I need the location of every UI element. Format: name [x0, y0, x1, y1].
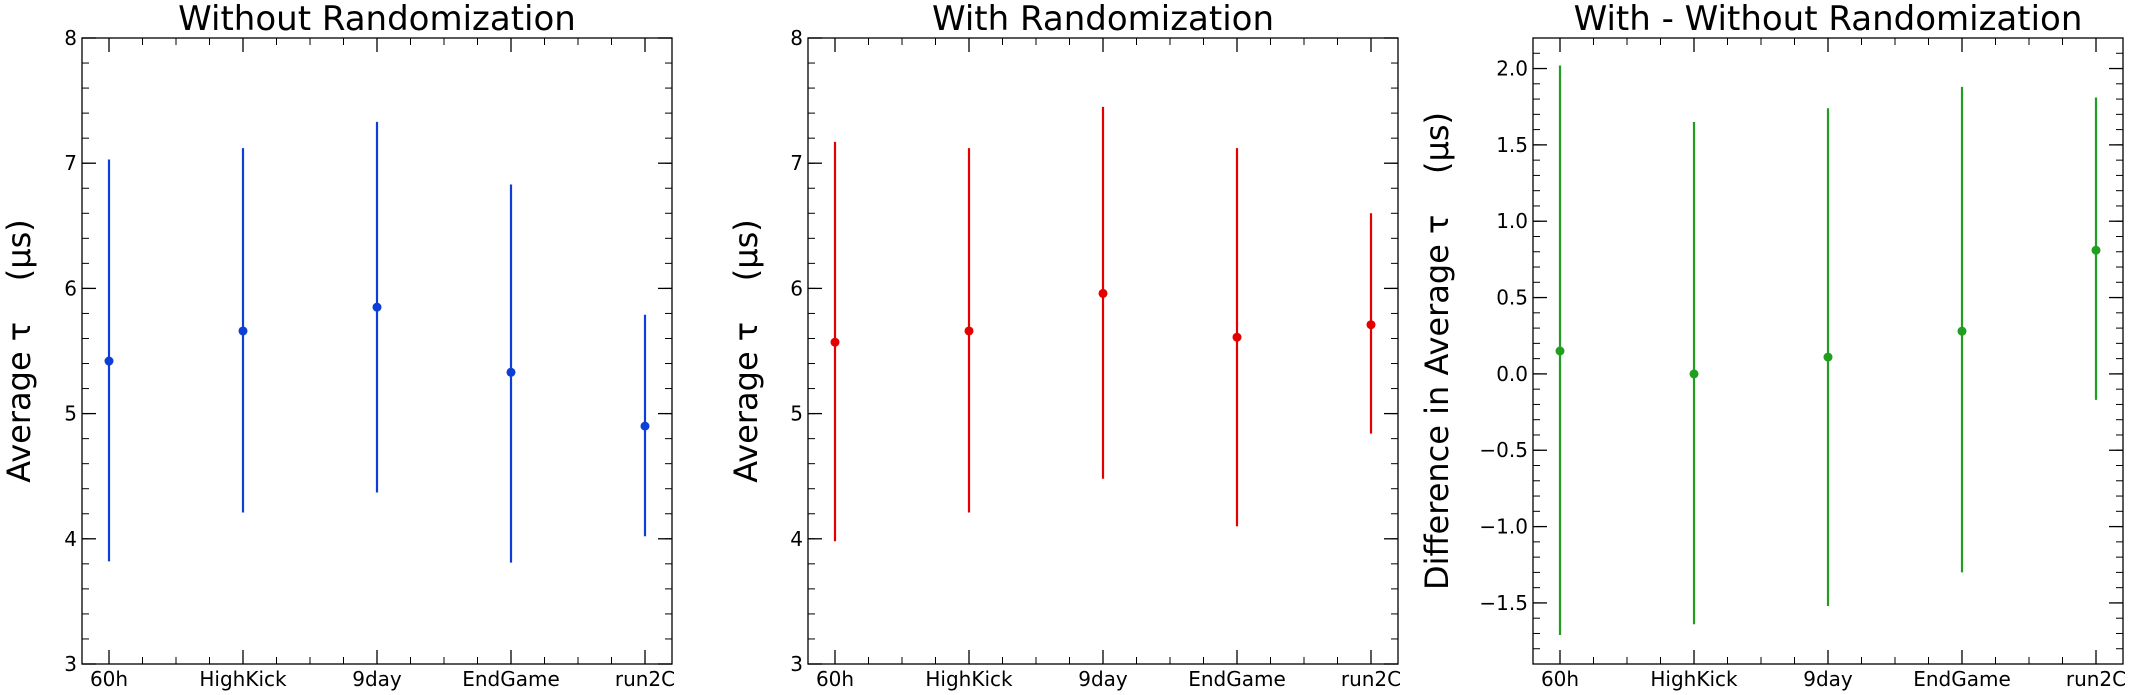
- y-tick-label: 5: [64, 402, 77, 426]
- panel-without-randomization: Without Randomization Average τ (μs) 3 4 5 6 7…: [0, 0, 675, 691]
- y-tick-label: 6: [64, 276, 77, 300]
- data-point: [1689, 369, 1699, 379]
- y-tick-label: 4: [790, 527, 803, 551]
- x-tick-label: 60h: [816, 667, 854, 691]
- data-point: [1555, 346, 1565, 356]
- x-tick-label: run2C: [2066, 667, 2126, 691]
- data-point: [1232, 332, 1242, 342]
- y-tick-label: 3: [790, 652, 803, 676]
- panel-difference: With - Without Randomization Difference i…: [1418, 0, 2126, 691]
- data-point: [830, 337, 840, 347]
- chart-title: With - Without Randomization: [1574, 0, 2083, 39]
- panel-with-randomization: With Randomization Average τ (μs) 3 4 5 6 7 8 60…: [727, 0, 1401, 691]
- x-tick-label: 9day: [352, 667, 402, 691]
- x-tick-label: 60h: [90, 667, 128, 691]
- y-tick-label: −1.5: [1479, 591, 1528, 615]
- x-tick-label: 9day: [1803, 667, 1853, 691]
- y-axis-label: Difference in Average τ (μs): [1418, 112, 1456, 590]
- chart-title: Without Randomization: [178, 0, 576, 39]
- x-tick-label: HighKick: [925, 667, 1013, 691]
- y-tick-label: 4: [64, 527, 77, 551]
- y-axis-label: Average τ (μs): [727, 219, 765, 483]
- y-tick-label: 8: [790, 26, 803, 50]
- y-tick-label: 5: [790, 402, 803, 426]
- data-point: [1957, 326, 1967, 336]
- data-point: [2091, 245, 2101, 255]
- y-axis-label: Average τ (μs): [0, 219, 38, 483]
- x-tick-label: HighKick: [1650, 667, 1738, 691]
- data-point: [1823, 352, 1833, 362]
- y-tick-label: 3: [64, 652, 77, 676]
- x-tick-label: 9day: [1078, 667, 1128, 691]
- y-tick-label: 8: [64, 26, 77, 50]
- y-tick-label: 0.0: [1496, 362, 1528, 386]
- x-tick-label: EndGame: [1913, 667, 2011, 691]
- data-point: [1098, 288, 1108, 298]
- chart-title: With Randomization: [932, 0, 1274, 39]
- data-point: [640, 421, 650, 431]
- data-point: [506, 367, 516, 377]
- y-tick-label: −0.5: [1479, 438, 1528, 462]
- x-tick-label: EndGame: [1188, 667, 1286, 691]
- y-tick-label: 1.5: [1496, 133, 1528, 157]
- x-tick-label: run2C: [615, 667, 675, 691]
- y-tick-label: 7: [64, 151, 77, 175]
- y-tick-label: 2.0: [1496, 57, 1528, 81]
- data-point: [238, 326, 248, 336]
- data-point: [1366, 320, 1376, 330]
- y-tick-label: 6: [790, 276, 803, 300]
- data-point: [964, 326, 974, 336]
- y-tick-label: 1.0: [1496, 209, 1528, 233]
- data-point: [372, 302, 382, 312]
- x-tick-label: 60h: [1541, 667, 1579, 691]
- x-tick-label: HighKick: [199, 667, 287, 691]
- data-point: [104, 356, 114, 366]
- y-tick-label: 7: [790, 151, 803, 175]
- y-tick-label: 0.5: [1496, 286, 1528, 310]
- x-tick-label: EndGame: [462, 667, 560, 691]
- y-tick-label: −1.0: [1479, 515, 1528, 539]
- x-tick-label: run2C: [1341, 667, 1401, 691]
